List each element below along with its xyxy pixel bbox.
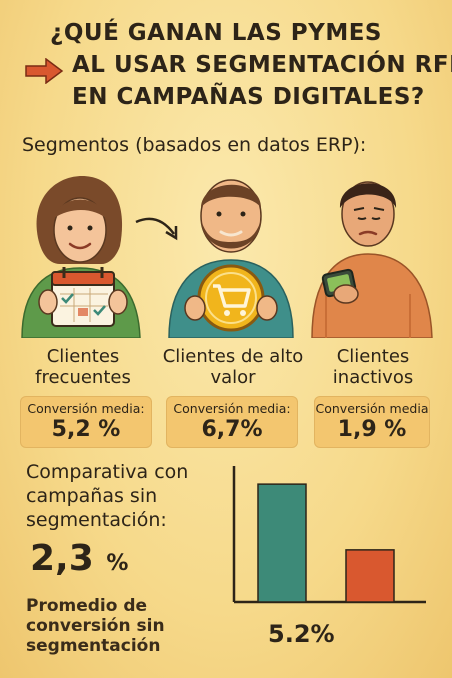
title-line-1: ¿QUÉ GANAN LAS PYMES: [50, 20, 382, 46]
comparison-heading: Comparativa con campañas sin segmentació…: [26, 461, 189, 531]
conversion-caption: Conversión media: [315, 401, 429, 416]
chart-value-label: 5.2%: [268, 620, 335, 648]
calendar-icon: [51, 267, 115, 327]
conversion-caption: Conversión media:: [173, 401, 291, 416]
unsegmented-value-unit: %: [106, 551, 129, 576]
unsegmented-note: Promedio de conversión sin segmentación: [26, 596, 165, 656]
segment-label-frequent: Clientes frecuentes: [35, 346, 131, 388]
chart-bar-1: [257, 483, 307, 603]
conversion-card-frequent: Conversión media: 5,2 %: [20, 396, 152, 448]
title-line-3: EN CAMPAÑAS DIGITALES?: [72, 84, 425, 110]
high-value-client-illustration: [168, 179, 294, 338]
curved-arrow-icon: [135, 217, 178, 241]
inactive-client-illustration: [311, 181, 433, 338]
conversion-value: 1,9 %: [337, 417, 407, 442]
unsegmented-value-number: 2,3: [30, 538, 94, 579]
segment-label-inactive: Clientes inactivos: [332, 346, 414, 388]
chart-bar-2: [345, 549, 395, 603]
conversion-caption: Conversión media:: [27, 401, 145, 416]
frequent-client-illustration: [21, 176, 141, 338]
conversion-value: 5,2 %: [51, 417, 121, 442]
conversion-card-high-value: Conversión media: 6,7%: [166, 396, 298, 448]
conversion-value: 6,7%: [201, 417, 263, 442]
conversion-card-inactive: Conversión media 1,9 %: [314, 396, 430, 448]
unsegmented-value: 2,3 %: [30, 538, 128, 579]
segments-subtitle: Segmentos (basados en datos ERP):: [22, 134, 367, 156]
segment-label-high-value: Clientes de alto valor: [162, 346, 304, 388]
title-line-2: AL USAR SEGMENTACIÓN RFM: [72, 52, 452, 78]
arrow-right-icon: [25, 58, 64, 84]
shopping-cart-icon: [197, 264, 265, 332]
comparison-bar-chart: [232, 466, 426, 604]
